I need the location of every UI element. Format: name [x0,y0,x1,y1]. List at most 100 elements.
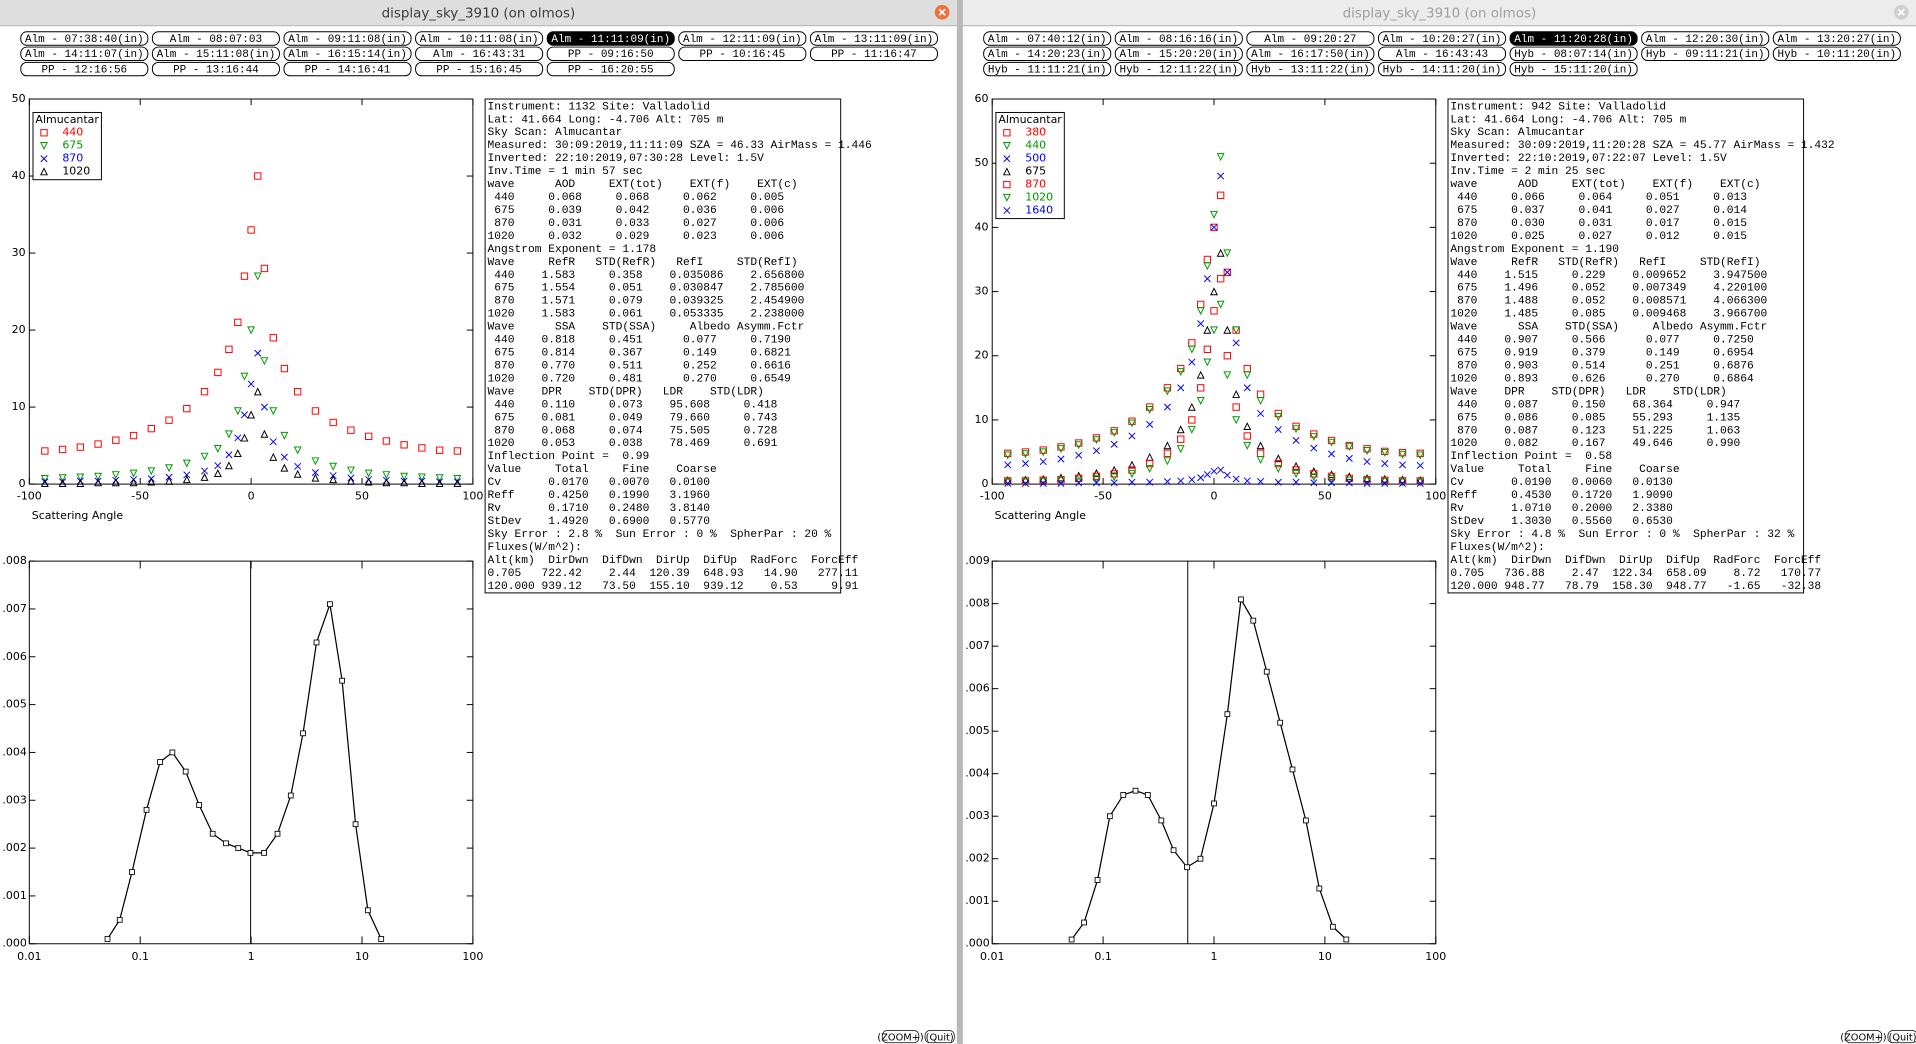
scan-button-label: Hyb - 09:11:21(in) [1646,49,1765,61]
marker-triangle-up [1274,454,1283,463]
scan-button[interactable]: PP - 15:16:45 [415,61,544,76]
scan-button[interactable]: Alm - 16:43:43 [1377,46,1507,61]
scan-button[interactable]: Alm - 14:20:23(in) [983,46,1112,61]
marker-square [1197,384,1205,392]
info-line: Fluxes(W/m^2): [488,542,582,554]
scan-button[interactable]: Alm - 10:20:27(in) [1377,31,1507,46]
scan-button[interactable]: PP - 12:16:56 [20,61,149,76]
close-button[interactable] [934,4,950,20]
scan-button[interactable]: Alm - 12:20:30(in) [1641,31,1770,46]
info-line: Rv 0.1710 0.2480 3.8140 [488,503,711,515]
marker-square [311,407,320,415]
size-point [182,768,189,775]
scan-button[interactable]: Alm - 09:11:08(in) [283,31,412,46]
zoom-button[interactable]: (ZOOM+) [1840,1030,1887,1044]
y-tick-label: 0 [982,477,989,490]
marker-x [214,462,222,470]
title-bar [0,0,957,26]
marker-x [1243,384,1251,392]
scan-button[interactable]: Alm - 16:15:14(in) [283,46,412,61]
scan-button[interactable]: Alm - 16:17:50(in) [1246,46,1375,61]
x-tick-label: 50 [355,489,369,502]
scan-button[interactable]: Alm - 10:11:08(in) [415,31,544,46]
marker-triangle-down [1110,473,1119,482]
marker-triangle-down [40,142,48,150]
marker-x [1039,479,1047,487]
size-point [274,830,281,837]
scan-button[interactable]: Alm - 13:20:27(in) [1772,31,1901,46]
info-line: 1020 0.720 0.481 0.270 0.6549 [488,373,791,385]
y-tick-label: 30 [975,285,989,298]
marker-triangle-up [40,167,48,176]
scan-button[interactable]: Alm - 07:40:12(in) [983,31,1112,46]
legend-label: 1020 [1025,191,1053,204]
marker-x [1128,478,1136,486]
marker-triangle-down [1243,371,1252,380]
scan-button[interactable]: PP - 13:16:44 [151,61,280,76]
zoom-button[interactable]: (ZOOM+) [877,1030,924,1044]
size-point [287,792,294,799]
series [41,172,462,455]
scan-button-label: Alm - 16:15:14(in) [288,49,407,61]
scan-button[interactable]: PP - 11:16:47 [809,46,938,61]
marker-square [183,404,191,413]
scan-button-label: Alm - 15:11:08(in) [157,49,276,61]
scan-button[interactable]: Alm - 11:20:28(in) [1509,31,1638,46]
marker-x [1398,461,1407,469]
marker-triangle-down [1292,470,1301,479]
scan-button[interactable]: Alm - 13:11:09(in) [809,31,938,46]
scan-button[interactable]: Alm - 09:20:27 [1246,31,1375,46]
marker-square [1381,447,1389,456]
legend-title: Almucantar [998,113,1062,126]
scan-button-label: Alm - 13:11:09(in) [815,34,934,46]
scan-button[interactable]: Hyb - 11:11:21(in) [983,61,1112,76]
scan-button[interactable]: Hyb - 09:11:21(in) [1641,46,1770,61]
scan-button-label: Hyb - 11:11:21(in) [988,64,1107,76]
scan-button[interactable]: Alm - 07:38:40(in) [20,31,149,46]
scan-button[interactable]: Hyb - 08:07:14(in) [1509,46,1638,61]
scan-button[interactable]: Hyb - 12:11:22(in) [1114,61,1243,76]
scan-button[interactable]: Alm - 15:20:20(in) [1114,46,1243,61]
scan-button[interactable]: Hyb - 15:11:20(in) [1509,61,1638,76]
size-point [1277,719,1284,726]
marker-triangle-down [1380,448,1389,457]
info-line: Wave SSA STD(SSA) Albedo Asymm.Fctr [488,322,805,334]
marker-triangle-down [1327,475,1336,484]
scan-button[interactable]: Alm - 11:11:09(in) [546,31,675,46]
marker-triangle-up [1345,472,1354,481]
marker-triangle-up [1292,461,1301,470]
scan-button[interactable]: Alm - 15:11:08(in) [151,46,280,61]
scan-button[interactable]: Alm - 08:07:03 [151,31,280,46]
scan-button[interactable]: PP - 14:16:41 [283,61,412,76]
info-line: 870 0.903 0.514 0.251 0.6876 [1450,360,1754,372]
marker-triangle-down [1398,450,1407,459]
zoom-button-label: (ZOOM+) [1840,1032,1886,1043]
info-line: 1020 0.893 0.626 0.270 0.6864 [1450,373,1754,385]
marker-x [1188,476,1196,484]
scan-button[interactable]: Alm - 08:16:16(in) [1114,31,1243,46]
scan-button-frame [678,31,807,46]
size-point [365,907,371,914]
info-line: 440 0.907 0.566 0.077 0.7250 [1450,335,1754,347]
size-point [169,749,176,756]
marker-triangle-up [1176,425,1185,434]
close-button[interactable] [1894,4,1909,20]
scan-button-frame [1772,31,1901,46]
scan-button[interactable]: Hyb - 14:11:20(in) [1377,61,1507,76]
info-line: Fluxes(W/m^2): [1450,542,1544,554]
legend-label: 500 [1025,152,1046,165]
scan-button[interactable]: Alm - 14:11:07(in) [20,46,149,61]
scan-button[interactable]: Alm - 12:11:09(in) [678,31,807,46]
scan-button[interactable]: PP - 10:16:45 [678,46,807,61]
quit-button[interactable]: (Quit) [1887,1030,1916,1044]
scan-button[interactable]: PP - 09:16:50 [546,46,675,61]
marker-x [1243,477,1251,485]
scan-button[interactable]: Hyb - 10:11:20(in) [1772,46,1901,61]
quit-button[interactable]: (Quit) [924,1030,955,1044]
marker-x [1021,479,1030,487]
marker-triangle-down [1292,425,1301,434]
scan-button[interactable]: Alm - 16:43:31 [415,46,544,61]
scan-button[interactable]: Hyb - 13:11:22(in) [1246,61,1375,76]
window: display_sky_3910 (on olmos) Alm - 07:40:1… [962,0,1916,1044]
scan-button[interactable]: PP - 16:20:55 [546,61,675,76]
